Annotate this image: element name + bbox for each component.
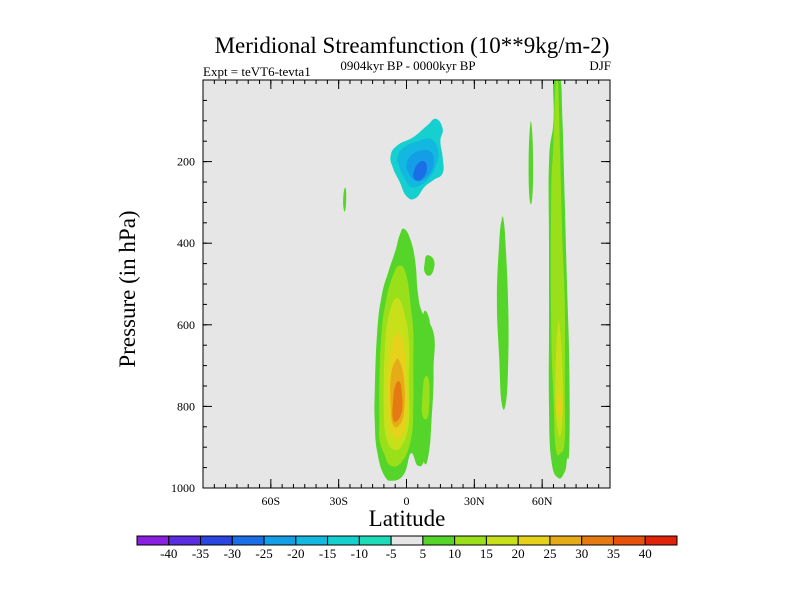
colorbar-label: 20: [512, 546, 525, 561]
contour-col40n-5: [496, 216, 509, 410]
y-axis-label: Pressure (in hPa): [115, 210, 140, 367]
colorbar-swatch: [454, 535, 487, 546]
colorbar-label: 10: [448, 546, 461, 561]
colorbar: -40 -35 -30 -25 -20 -15 -10 -5 5 10 15 20 25 30 35 40: [136, 535, 678, 561]
colorbar-swatch: [581, 535, 614, 546]
colorbar-swatch: [200, 535, 233, 546]
x-tick-label: 30N: [464, 494, 485, 508]
colorbar-label: -30: [224, 546, 241, 561]
y-tick-label: 400: [177, 236, 195, 250]
contour-south-lobe-10: [421, 375, 430, 420]
y-tick-label: 800: [177, 399, 195, 413]
colorbar-swatch: [168, 535, 202, 546]
experiment-label: Expt = teVT6-tevta1: [203, 64, 311, 79]
y-tick-label: 600: [177, 318, 195, 332]
colorbar-label: 30: [575, 546, 588, 561]
colorbar-label: 5: [420, 546, 427, 561]
colorbar-swatch: [390, 535, 424, 546]
colorbar-swatch: [263, 535, 297, 546]
colorbar-swatch: [644, 535, 678, 546]
x-tick-label: 60N: [532, 494, 553, 508]
chart-title: Meridional Streamfunction (10**9kg/m-2): [215, 33, 610, 58]
contour-streak80n-5: [584, 80, 592, 419]
contour-upper-blob-5: [424, 255, 435, 276]
colorbar-swatch: [422, 535, 456, 546]
contour-streak70s-5: [247, 80, 252, 434]
colorbar-label: -20: [287, 546, 304, 561]
colorbar-swatch: [485, 535, 519, 546]
contour-streak55n-5: [528, 121, 534, 205]
contour-col65n-20: [557, 393, 563, 419]
colorbar-swatch: [517, 535, 551, 546]
x-tick-label: 0: [404, 494, 410, 508]
x-axis-label: Latitude: [369, 506, 446, 531]
colorbar-label: -40: [160, 546, 177, 561]
season-label: DJF: [589, 58, 611, 73]
contour-blob30s-5: [343, 187, 347, 212]
y-tick-label: 1000: [171, 481, 195, 495]
period-label: 0904kyr BP - 0000kyr BP: [340, 58, 475, 73]
colorbar-swatch: [295, 535, 329, 546]
colorbar-swatch: [327, 535, 360, 546]
contour-neg-cell-25: [413, 160, 428, 181]
colorbar-label: 40: [639, 546, 652, 561]
contour-streak65s-5: [258, 239, 262, 452]
x-tick-label: 30S: [329, 494, 348, 508]
colorbar-swatch: [612, 535, 646, 546]
colorbar-swatch: [136, 535, 170, 546]
y-tick-label: 200: [177, 155, 195, 169]
x-tick-label: 60S: [261, 494, 280, 508]
colorbar-label: -5: [386, 546, 397, 561]
colorbar-label: -10: [351, 546, 368, 561]
colorbar-label: 15: [480, 546, 493, 561]
colorbar-label: -25: [255, 546, 272, 561]
colorbar-swatch: [231, 535, 265, 546]
colorbar-label: -35: [192, 546, 209, 561]
colorbar-label: -15: [319, 546, 336, 561]
colorbar-label: 35: [607, 546, 620, 561]
contour-pos-cell-30: [392, 381, 403, 422]
colorbar-label: 25: [543, 546, 556, 561]
axes: 60S 30S 0 30N 60N 200 400 600 800 1000: [171, 79, 611, 508]
colorbar-swatch: [358, 535, 392, 546]
contour-field: [247, 80, 592, 481]
colorbar-swatch: [549, 535, 583, 546]
